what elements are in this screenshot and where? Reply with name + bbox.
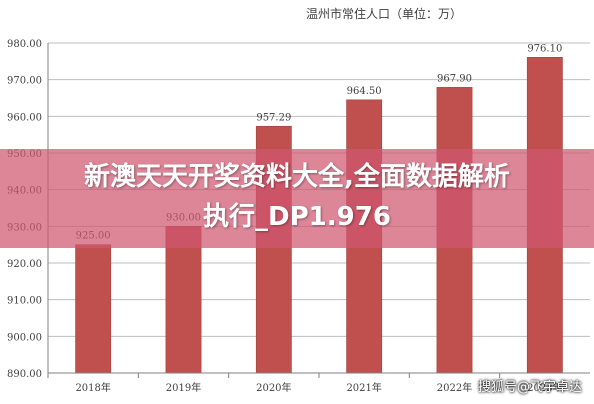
x-tick-label: 2018年 [75,381,110,394]
y-tick-label: 890.00 [7,369,42,380]
y-tick-label: 920.00 [7,259,42,270]
banner-line-1: 新澳天天开奖资料大全,全面数据解析 [84,162,510,192]
y-tick-label: 910.00 [7,296,42,307]
bar [165,226,202,374]
y-tick-label: 900.00 [7,332,42,343]
data-label: 964.50 [347,86,382,97]
x-axis: 2018年 2019年 2020年 2021年 2022年 2023年 [47,372,590,394]
promo-overlay [0,149,594,248]
chart-title: 温州市常住人口（单位：万） [306,6,462,21]
data-label: 976.10 [527,43,562,54]
watermark-text: 搜狐号@飞宇卓达 [478,380,583,395]
banner-line-2: 执行_DP1.976 [203,202,391,232]
x-tick-label: 2023年 [527,381,562,394]
data-label: 967.90 [437,73,472,84]
y-tick-label: 960.00 [7,112,42,123]
x-tick-label: 2019年 [166,381,201,394]
y-tick-label: 970.00 [7,76,42,87]
data-label: 957.29 [256,112,291,123]
y-tick-label: 980.00 [7,39,42,50]
x-tick-label: 2021年 [346,381,381,394]
bar [75,244,112,374]
x-tick-label: 2020年 [256,381,291,394]
x-tick-label: 2022年 [437,381,472,394]
promo-banner: 新澳天天开奖资料大全,全面数据解析 执行_DP1.976 [0,157,594,237]
